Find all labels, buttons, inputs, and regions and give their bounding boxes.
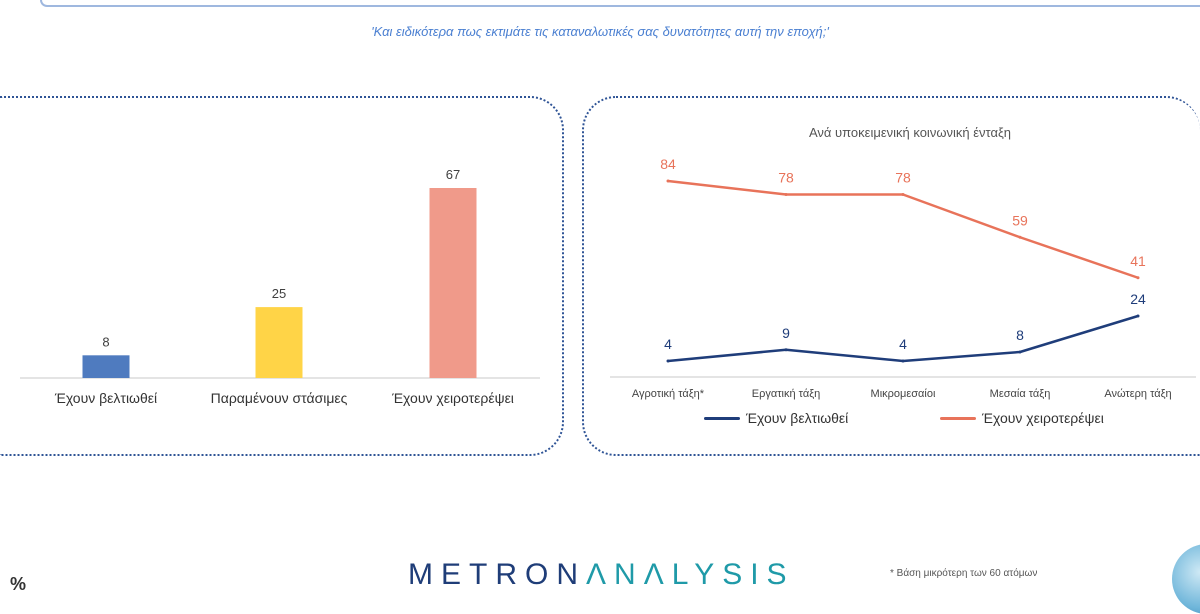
chart-title: Ανά υποκειμενική κοινωνική ένταξη [809,125,1011,140]
category-label: Παραμένουν στάσιμες [211,390,348,406]
bar-chart: 8 Έχουν βελτιωθεί 25 Παραμένουν στάσιμες 67 Έ… [20,167,540,406]
x-tick-label: Μεσαία τάξη [990,388,1051,400]
bar-value-label: 25 [272,286,286,301]
bar-chart-panel [0,96,564,456]
bar [82,355,130,378]
data-label: 4 [664,336,672,352]
logo-text-analysis: ΛNΛLYSIS [586,558,795,591]
data-label: 41 [1130,253,1146,269]
legend-swatch-improved [704,416,740,420]
unit-label: % [10,574,27,594]
data-point [1136,314,1140,318]
data-label: 59 [1012,212,1028,228]
bar [429,188,477,378]
data-point [901,359,905,363]
legend-item-improved: Έχουν βελτιωθεί [704,410,848,426]
data-label: 78 [778,170,794,186]
bar [255,307,303,378]
data-label: 4 [899,336,907,352]
line-chart-panel [582,96,1200,456]
data-point [1018,350,1022,354]
bar-value-label: 8 [102,334,109,349]
category-label: Έχουν χειροτερέψει [391,390,514,406]
x-tick-label: Ανώτερη τάξη [1104,388,1171,400]
data-label: 24 [1130,291,1146,307]
data-point [1018,235,1022,239]
data-label: 8 [1016,327,1024,343]
data-point [784,193,788,196]
x-tick-label: Αγροτική τάξη* [632,388,705,400]
data-point [666,179,670,183]
legend-label-worsened: Έχουν χειροτερέψει [982,410,1104,426]
x-tick-label: Μικρομεσαίοι [871,388,936,400]
survey-question: 'Και ειδικότερα πως εκτιμάτε τις καταναλ… [371,24,829,39]
legend-swatch-worsened [940,416,976,420]
legend-item-worsened: Έχουν χειροτερέψει [940,410,1104,426]
data-point [784,348,788,352]
data-point [901,193,905,196]
data-point [666,359,670,363]
data-label: 84 [660,156,676,172]
data-label: 78 [895,170,911,186]
logo-text-metron: METRON [408,558,586,591]
metron-analysis-logo: METRONΛNΛLYSIS [408,558,795,592]
x-tick-label: Εργατική τάξη [752,388,821,400]
data-point [1136,276,1140,280]
category-label: Έχουν βελτιωθεί [54,390,157,406]
top-decoration-bar [40,0,1200,7]
footnote: * Βάση μικρότερη των 60 ατόμων [890,568,1038,579]
line-chart: Ανά υποκειμενική κοινωνική ένταξη Αγροτικ… [610,125,1196,400]
data-label: 9 [782,325,790,341]
corner-decoration [1172,544,1200,614]
bar-value-label: 67 [446,167,460,182]
legend-label-improved: Έχουν βελτιωθεί [746,410,849,426]
